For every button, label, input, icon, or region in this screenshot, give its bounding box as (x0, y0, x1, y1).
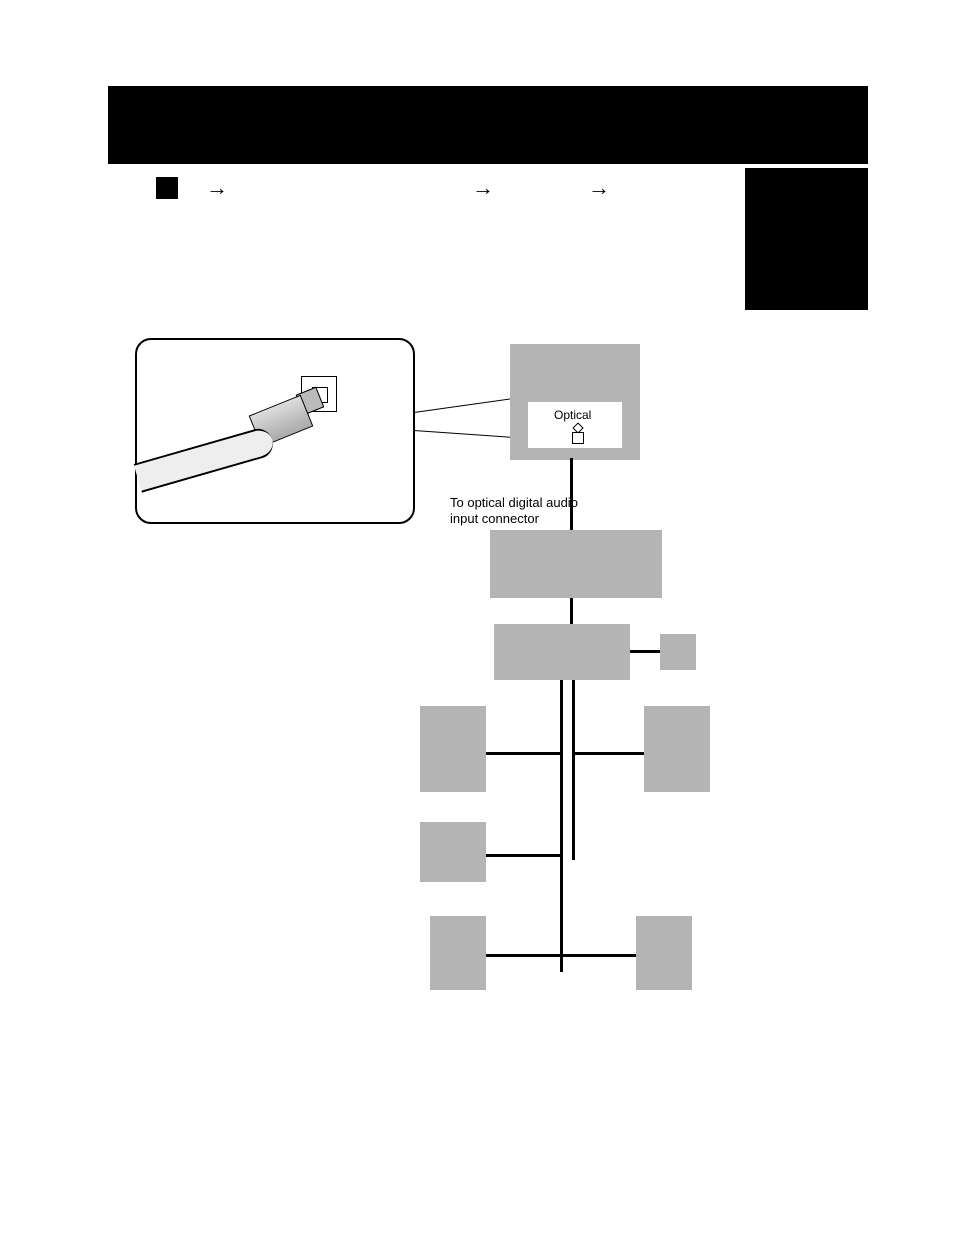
caption-line2: input connector (450, 511, 539, 526)
speaker-rear-left (430, 916, 486, 990)
speaker-rear-right (636, 916, 692, 990)
section-side-tab (745, 168, 868, 310)
wire-vertical (572, 680, 575, 860)
cable-callout (135, 338, 415, 524)
wire-horizontal (486, 854, 562, 857)
page: → → → Optical To optical digital audio i… (0, 0, 954, 1235)
wire-horizontal (486, 954, 562, 957)
subwoofer-block (660, 634, 696, 670)
optical-port-label: Optical (554, 408, 591, 422)
tv-port-panel: Optical (528, 402, 622, 448)
speaker-front-left (420, 706, 486, 792)
wire-horizontal (486, 752, 562, 755)
arrow-icon: → (206, 175, 228, 201)
arrow-icon: → (588, 175, 610, 201)
receiver-block (490, 530, 662, 598)
cable-icon (134, 425, 277, 492)
wire-horizontal (572, 752, 644, 755)
speaker-center (420, 822, 486, 882)
caption-line1: To optical digital audio (450, 495, 578, 510)
connector-caption: To optical digital audio input connector (450, 495, 578, 526)
wire-horizontal (562, 954, 636, 957)
arrow-icon: → (472, 175, 494, 201)
wire-vertical (560, 680, 563, 972)
section-header-bar (108, 86, 868, 164)
breadcrumb-row: → → → (156, 175, 626, 201)
optical-port-icon (572, 432, 584, 444)
speaker-front-right (644, 706, 710, 792)
wire-horizontal (630, 650, 660, 653)
amplifier-block (494, 624, 630, 680)
nav-square-icon (156, 177, 178, 199)
tv-block: Optical (510, 344, 640, 460)
